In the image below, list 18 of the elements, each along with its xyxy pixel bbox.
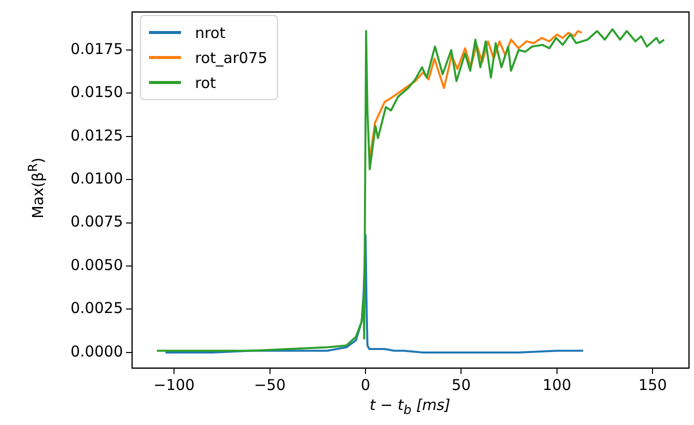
x-tick-label: 150 [638, 376, 667, 394]
x-tick-label: 50 [452, 376, 471, 394]
legend-label: rot_ar075 [195, 48, 268, 66]
legend-label: nrot [195, 24, 226, 42]
x-tick-label: −100 [154, 376, 195, 394]
x-tick-label: 100 [542, 376, 572, 394]
legend-label: rot [195, 74, 216, 92]
y-tick-label: 0.0100 [70, 170, 123, 188]
x-tick-label: −50 [254, 376, 286, 394]
y-tick-label: 0.0150 [70, 83, 123, 102]
x-tick-label: 0 [360, 376, 370, 394]
y-tick-label: 0.0000 [70, 342, 123, 360]
y-tick-label: 0.0075 [70, 212, 123, 231]
y-tick-label: 0.0025 [70, 299, 123, 318]
x-axis-title: t − t$_{b}$ [ms] [370, 396, 450, 417]
y-tick-label: 0.0050 [70, 256, 123, 274]
y-tick-label: 0.0125 [70, 126, 123, 144]
y-tick-label: 0.0175 [70, 40, 123, 58]
